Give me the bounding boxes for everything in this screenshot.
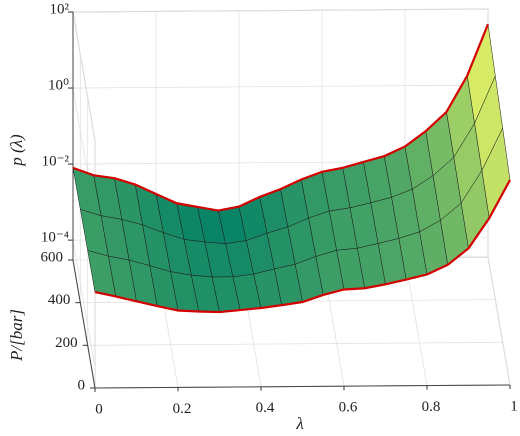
y-tick-label: 400 (48, 292, 71, 308)
x-tick-label: 0.6 (339, 400, 358, 416)
grid-line (72, 240, 96, 369)
z-tick-label: 10⁰ (48, 77, 69, 93)
y-axis-label: P/[bar] (7, 309, 26, 362)
x-tick-label: 0.2 (173, 401, 192, 417)
surface-edge (94, 179, 511, 314)
grid-line (87, 341, 503, 346)
x-tick-label: 0.8 (422, 399, 441, 415)
axis-line (94, 384, 511, 389)
grid-line (72, 84, 489, 89)
z-tick-label: 10⁻² (42, 154, 70, 170)
grid-line (72, 8, 489, 13)
z-tick-label: 10⁻⁴ (41, 230, 69, 246)
axis-line (72, 259, 96, 389)
surface-edge (72, 23, 490, 212)
x-tick-label: 0 (95, 401, 103, 417)
x-tick-label: 1 (510, 398, 518, 414)
y-tick-label: 600 (41, 249, 64, 265)
y-tick-label: 200 (55, 335, 78, 351)
grid-line (487, 256, 511, 386)
x-tick-label: 0.4 (256, 400, 275, 416)
grid-line (72, 11, 96, 141)
z-tick-label: 10² (50, 1, 70, 17)
x-axis-label: λ (295, 414, 303, 433)
y-tick-label: 0 (78, 377, 86, 393)
z-axis-label: p (λ) (7, 134, 26, 167)
